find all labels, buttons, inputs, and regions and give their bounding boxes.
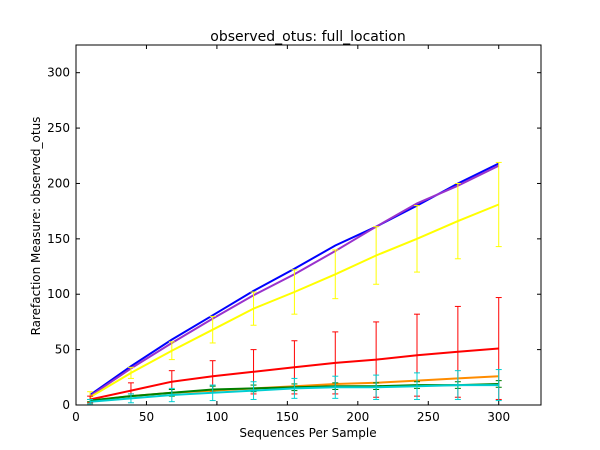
y-tick-label: 200 xyxy=(47,176,70,190)
y-tick-label: 0 xyxy=(62,398,70,412)
x-tick: 200 xyxy=(346,45,369,424)
x-tick: 0 xyxy=(72,45,80,424)
y-tick: 150 xyxy=(47,232,541,246)
x-tick: 300 xyxy=(487,45,510,424)
series-line xyxy=(90,384,499,403)
y-tick: 100 xyxy=(47,287,541,301)
y-tick: 0 xyxy=(62,398,541,412)
x-tick: 50 xyxy=(139,45,154,424)
error-bar xyxy=(495,369,502,402)
x-tick: 250 xyxy=(417,45,440,424)
series-3 xyxy=(87,161,502,404)
y-tick-label: 250 xyxy=(47,121,70,135)
y-tick: 250 xyxy=(47,121,541,135)
x-tick: 150 xyxy=(276,45,299,424)
plot-area xyxy=(87,161,502,405)
y-tick-label: 100 xyxy=(47,287,70,301)
chart-title: observed_otus: full_location xyxy=(210,29,405,45)
x-tick-label: 300 xyxy=(487,410,510,424)
x-axis-label: Sequences Per Sample xyxy=(239,426,376,440)
x-tick-label: 0 xyxy=(72,410,80,424)
x-tick-label: 100 xyxy=(205,410,228,424)
axis-ticks: 0 50 100 150 200 250 300 0 50 100 150 200 250 300 xyxy=(47,45,541,424)
error-bar xyxy=(495,161,502,248)
y-axis-label: Rarefaction Measure: observed_otus xyxy=(29,117,43,336)
x-tick-label: 200 xyxy=(346,410,369,424)
series-line xyxy=(89,347,499,401)
plot-frame xyxy=(75,44,542,406)
error-bar xyxy=(87,398,94,405)
series-7 xyxy=(87,369,502,405)
y-tick: 50 xyxy=(55,343,541,357)
x-tick-label: 250 xyxy=(417,410,440,424)
y-tick: 300 xyxy=(47,66,541,80)
y-tick: 200 xyxy=(47,176,541,190)
x-tick: 100 xyxy=(205,45,228,424)
y-tick-label: 50 xyxy=(55,343,70,357)
x-tick-label: 150 xyxy=(276,410,299,424)
x-tick-label: 50 xyxy=(139,410,154,424)
series-line xyxy=(89,203,500,399)
y-tick-label: 150 xyxy=(47,232,70,246)
y-tick-label: 300 xyxy=(47,66,70,80)
